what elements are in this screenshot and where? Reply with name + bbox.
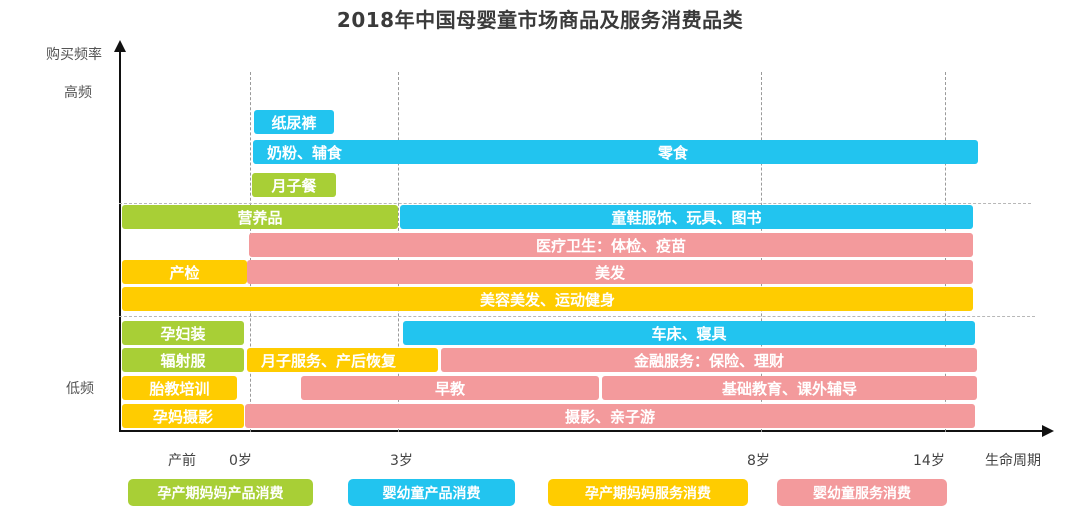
bar-early-education: 早教 <box>301 376 599 400</box>
y-axis-high-label: 高频 <box>64 85 92 101</box>
bar-formula-food: 奶粉、辅食 零食 <box>253 140 978 164</box>
bar-strollers-bedding: 车床、寝具 <box>403 321 975 345</box>
bar-beauty-fitness: 美容美发、运动健身 <box>122 287 973 311</box>
bar-maternity-wear: 孕妇装 <box>122 321 244 345</box>
bar-photo-travel: 摄影、亲子游 <box>245 404 975 428</box>
y-axis-arrow-icon <box>114 40 126 52</box>
bar-nutrition: 营养品 <box>122 205 398 229</box>
chart-title: 2018年中国母婴童市场商品及服务消费品类 <box>336 8 744 32</box>
x-axis <box>119 430 1044 432</box>
legend-infant-product: 婴幼童产品消费 <box>348 479 515 506</box>
x-tick-14yr: 14岁 <box>913 453 945 469</box>
frequency-divider-lower <box>119 316 1035 317</box>
bar-medical: 医疗卫生：体检、疫苗 <box>249 233 973 257</box>
x-axis-arrow-icon <box>1042 425 1054 437</box>
frequency-divider-upper <box>119 203 1031 204</box>
bar-prenatal-check: 产检 <box>122 260 247 284</box>
legend-infant-service: 婴幼童服务消费 <box>777 479 947 506</box>
bar-postpartum: 月子服务、产后恢复 <box>247 348 438 372</box>
bar-basic-education: 基础教育、课外辅导 <box>602 376 977 400</box>
bar-diapers: 纸尿裤 <box>254 110 334 134</box>
x-tick-0yr: 0岁 <box>229 453 252 469</box>
bar-prenatal-education: 胎教培训 <box>122 376 237 400</box>
bar-finance: 金融服务：保险、理财 <box>441 348 977 372</box>
y-axis-low-label: 低频 <box>66 381 94 397</box>
bar-radiation-suit: 辐射服 <box>122 348 244 372</box>
bar-confinement-meal: 月子餐 <box>252 173 336 197</box>
legend-maternal-product: 孕产期妈妈产品消费 <box>128 479 313 506</box>
bar-formula-food-label: 奶粉、辅食 <box>267 143 343 162</box>
x-axis-label: 生命周期 <box>985 453 1041 469</box>
x-tick-8yr: 8岁 <box>747 453 770 469</box>
bar-snacks-label: 零食 <box>657 143 688 162</box>
bar-apparel-toys-books: 童鞋服饰、玩具、图书 <box>400 205 973 229</box>
bar-maternity-photo: 孕妈摄影 <box>122 404 244 428</box>
x-tick-3yr: 3岁 <box>390 453 413 469</box>
bar-haircut: 美发 <box>247 260 973 284</box>
y-axis-label: 购买频率 <box>46 47 102 63</box>
y-axis <box>119 50 121 432</box>
legend-maternal-service: 孕产期妈妈服务消费 <box>548 479 748 506</box>
x-tick-prenatal: 产前 <box>168 453 196 469</box>
